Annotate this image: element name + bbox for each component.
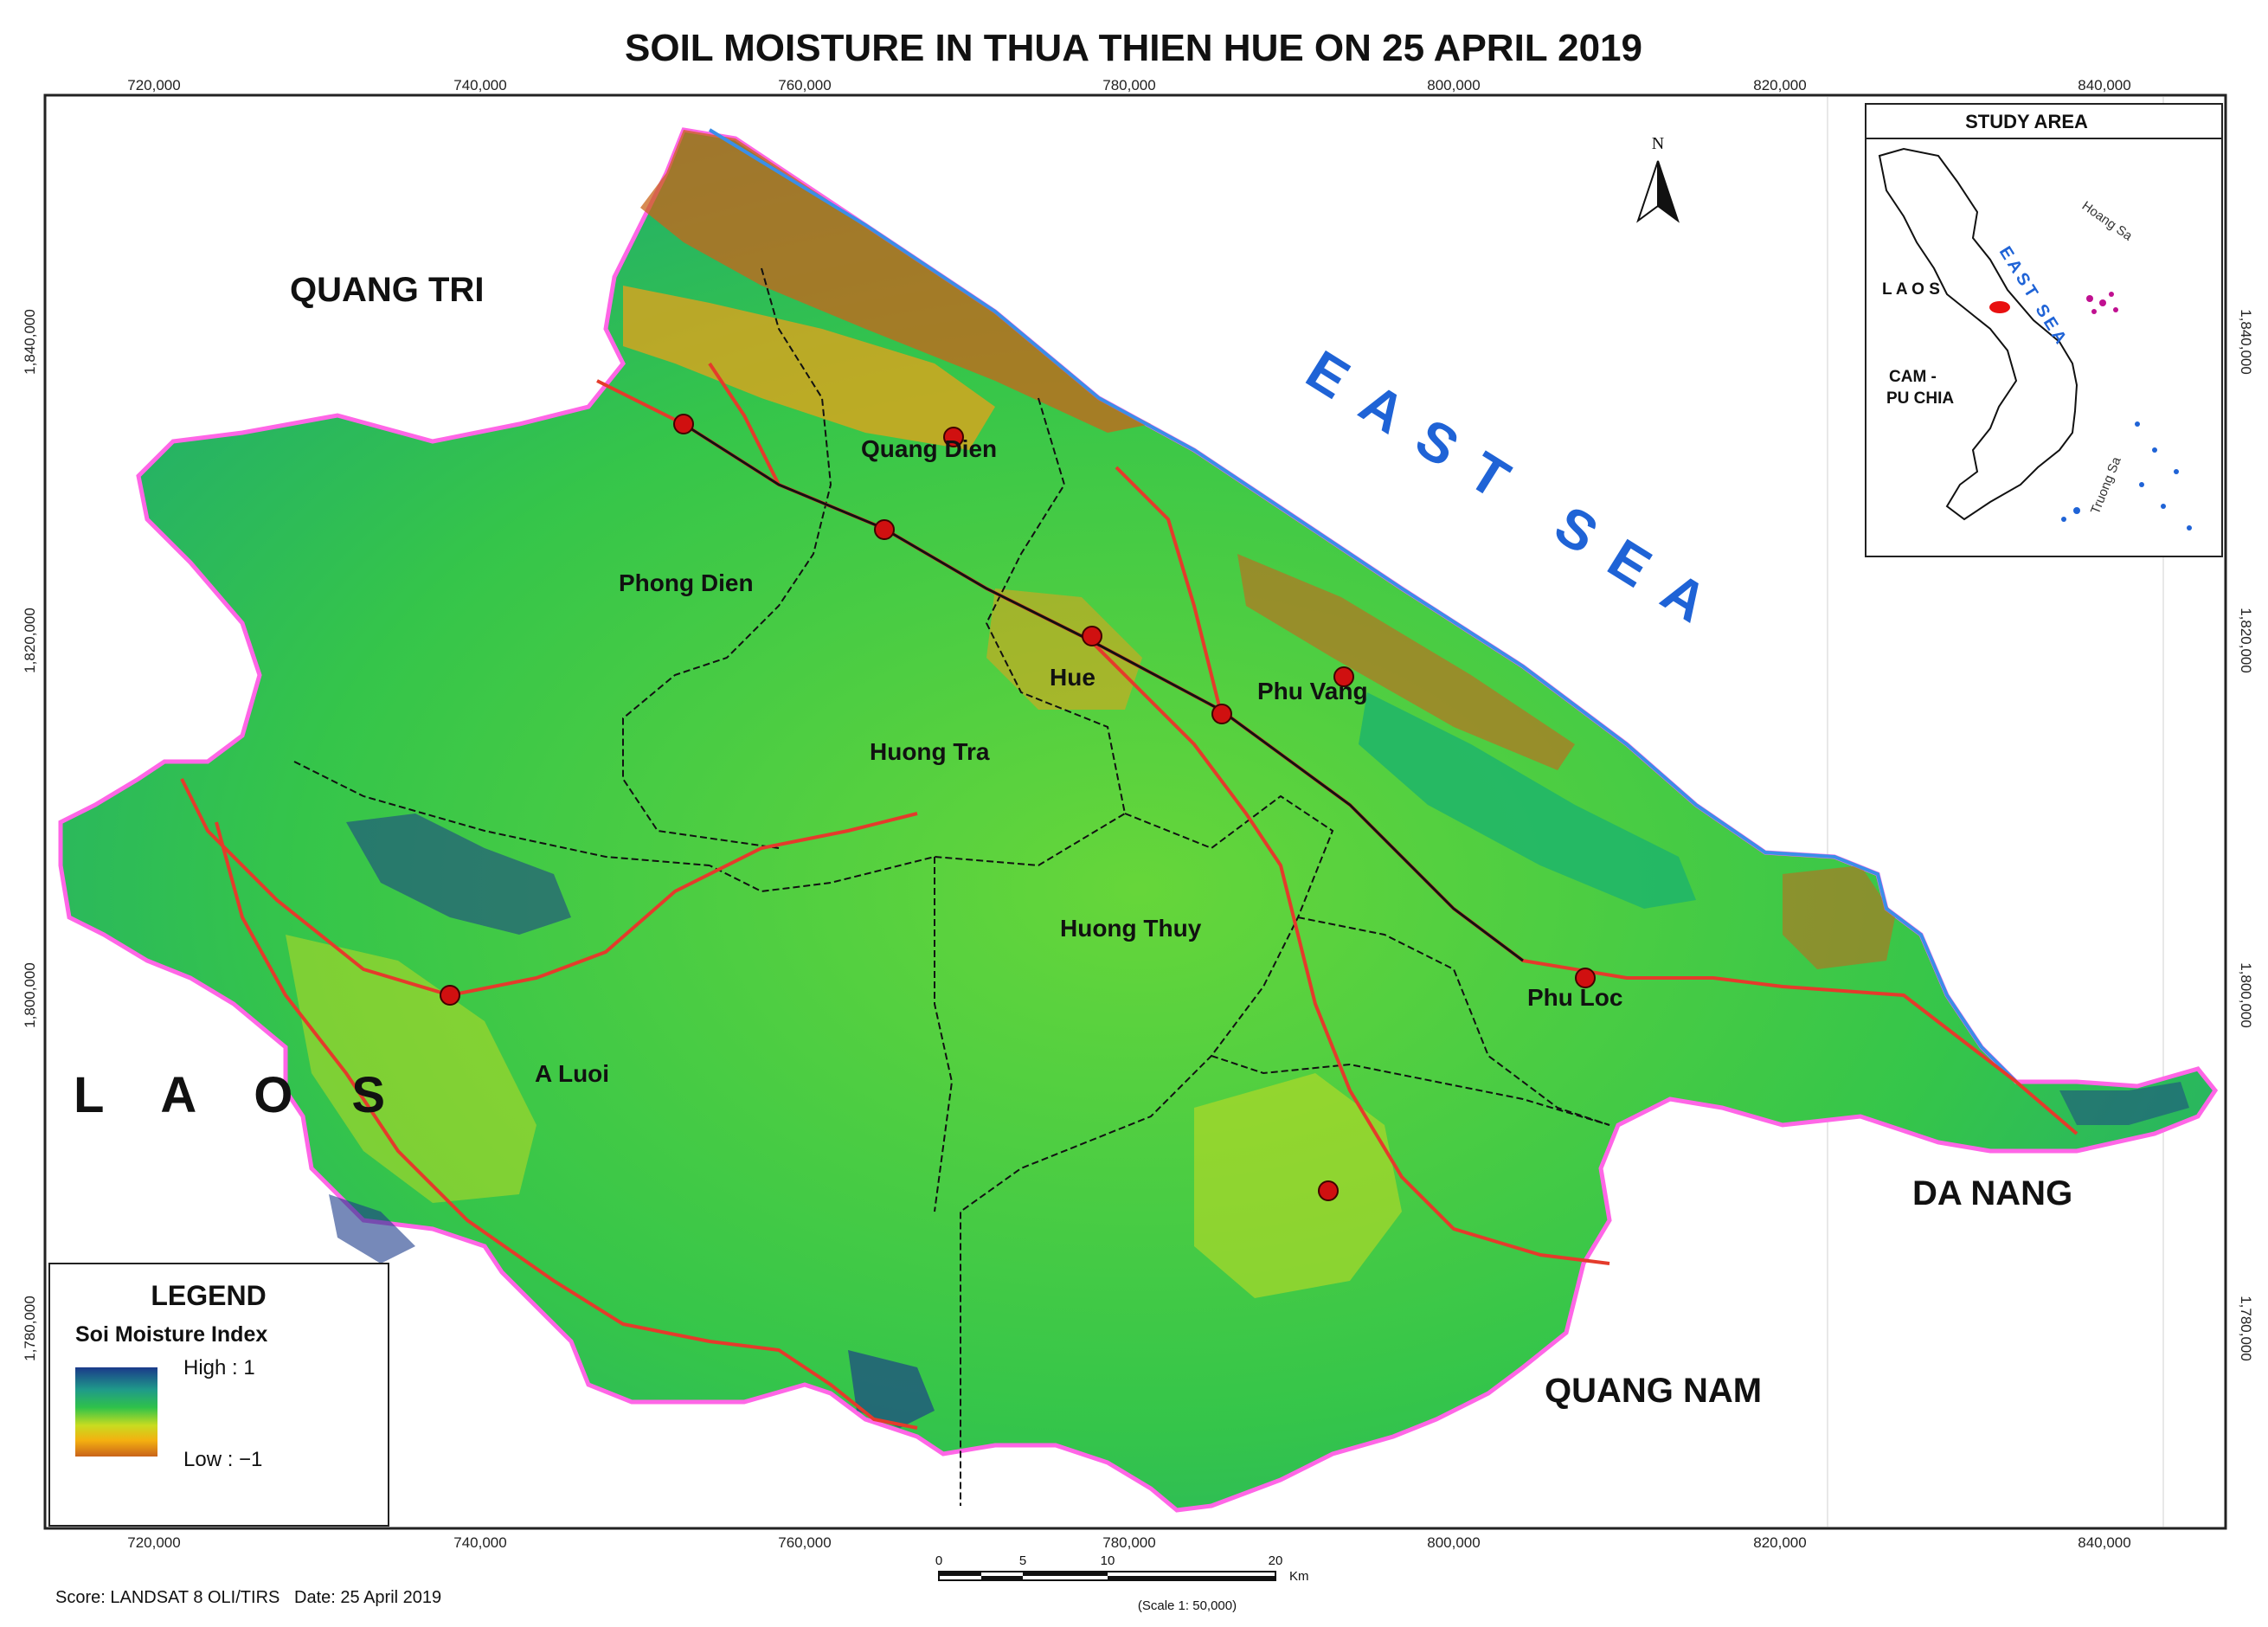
dry-zone-phu-loc bbox=[1783, 865, 1895, 969]
district-boundaries bbox=[293, 267, 1610, 1506]
x-tick: 740,000 bbox=[453, 1534, 506, 1551]
north-label: N bbox=[1652, 134, 1664, 153]
label-da-nang: DA NANG bbox=[1912, 1174, 2072, 1212]
x-tick: 820,000 bbox=[1753, 1534, 1806, 1551]
city-marker-a-luoi bbox=[440, 985, 460, 1006]
x-tick: 760,000 bbox=[778, 77, 831, 93]
north-arrow-icon bbox=[1657, 160, 1680, 223]
label-quang-nam: QUANG NAM bbox=[1545, 1372, 1762, 1410]
scale-note: (Scale 1: 50,000) bbox=[1138, 1598, 1237, 1613]
inset-title: STUDY AREA bbox=[1965, 111, 2088, 132]
coastal-dry-belt bbox=[640, 130, 1151, 433]
scale-tick: 20 bbox=[1269, 1553, 1283, 1568]
x-tick: 840,000 bbox=[2078, 1534, 2130, 1551]
legend-low: Low : −1 bbox=[183, 1448, 262, 1471]
x-tick: 780,000 bbox=[1102, 1534, 1155, 1551]
city-marker-nam-dong bbox=[1318, 1180, 1339, 1201]
legend-high: High : 1 bbox=[183, 1356, 255, 1379]
city-marker-phong-dien bbox=[673, 414, 694, 434]
legend-color-ramp bbox=[75, 1367, 157, 1457]
north-arrow: N bbox=[1636, 134, 1680, 223]
city-marker-huong-tra bbox=[874, 519, 895, 540]
y-tick: 1,800,000 bbox=[2238, 962, 2254, 1028]
city-marker-phu-loc bbox=[1575, 968, 1596, 988]
district-huong-tra: Huong Tra bbox=[870, 738, 990, 765]
y-tick: 1,780,000 bbox=[2238, 1296, 2254, 1361]
wet-zone-south bbox=[848, 1350, 935, 1428]
wet-zone-southwest bbox=[329, 1194, 415, 1264]
y-tick: 1,840,000 bbox=[22, 309, 38, 375]
yellow-zone-aluoi bbox=[286, 935, 536, 1203]
legend: LEGEND Soi Moisture Index High : 1 Low :… bbox=[48, 1263, 389, 1527]
label-quang-tri: QUANG TRI bbox=[290, 271, 484, 309]
x-tick: 740,000 bbox=[453, 77, 506, 93]
city-marker-hue bbox=[1082, 626, 1102, 646]
inset-study-area-marker bbox=[1989, 301, 2010, 313]
x-tick: 820,000 bbox=[1753, 77, 1806, 93]
city-marker-quang-dien bbox=[943, 427, 964, 447]
inset-hoang-sa-islands bbox=[2086, 292, 2118, 314]
district-quang-dien: Quang Dien bbox=[861, 435, 997, 462]
legend-title: LEGEND bbox=[151, 1280, 266, 1311]
map-title: SOIL MOISTURE IN THUA THIEN HUE ON 25 AP… bbox=[625, 27, 1642, 69]
legend-subtitle: Soi Moisture Index bbox=[75, 1322, 267, 1347]
y-tick: 1,820,000 bbox=[2238, 608, 2254, 673]
scale-unit: Km bbox=[1289, 1569, 1309, 1584]
inset-study-area: STUDY AREA L A O S CAM - PU CHIA EAST SE… bbox=[1865, 103, 2223, 557]
x-tick: 760,000 bbox=[778, 1534, 831, 1551]
x-tick: 800,000 bbox=[1427, 1534, 1480, 1551]
scale-bar: 0 5 10 20 Km (Scale 1: 50,000) bbox=[935, 1553, 1309, 1613]
x-tick: 720,000 bbox=[127, 1534, 180, 1551]
x-ticks-top: 720,000 740,000 760,000 780,000 800,000 … bbox=[127, 77, 2130, 93]
yellow-zone-south bbox=[1194, 1073, 1402, 1298]
district-phong-dien: Phong Dien bbox=[619, 569, 754, 596]
inset-vietnam-outline bbox=[1878, 147, 2078, 521]
city-marker-huong-thuy bbox=[1211, 704, 1232, 724]
y-tick: 1,840,000 bbox=[2238, 309, 2254, 375]
district-a-luoi: A Luoi bbox=[535, 1060, 609, 1087]
district-hue: Hue bbox=[1050, 664, 1095, 691]
y-tick: 1,800,000 bbox=[22, 962, 38, 1028]
province-raster bbox=[58, 127, 2219, 1513]
source-note: Score: LANDSAT 8 OLI/TIRS Date: 25 April… bbox=[55, 1588, 441, 1607]
city-marker-phu-vang bbox=[1333, 666, 1354, 687]
y-tick: 1,820,000 bbox=[22, 608, 38, 673]
tam-giang-lagoon bbox=[1359, 692, 1696, 909]
wet-zone-east bbox=[2059, 1082, 2189, 1125]
x-tick: 720,000 bbox=[127, 77, 180, 93]
coastline bbox=[708, 128, 2018, 1084]
y-tick: 1,780,000 bbox=[22, 1296, 38, 1361]
inset-label-laos: L A O S bbox=[1882, 280, 1940, 299]
x-ticks-bottom: 720,000 740,000 760,000 780,000 800,000 … bbox=[127, 1534, 2130, 1551]
inset-label-cambodia: PU CHIA bbox=[1886, 389, 1954, 408]
y-ticks-left: 1,840,000 1,820,000 1,800,000 1,780,000 bbox=[22, 309, 38, 1361]
city-markers bbox=[440, 414, 1596, 1201]
scale-tick: 10 bbox=[1101, 1553, 1115, 1568]
dry-zone-phu-vang bbox=[1237, 554, 1575, 770]
district-huong-thuy: Huong Thuy bbox=[1060, 915, 1202, 942]
district-phu-vang: Phu Vang bbox=[1257, 678, 1368, 704]
x-tick: 840,000 bbox=[2078, 77, 2130, 93]
dry-zone-phong-dien bbox=[623, 286, 995, 450]
district-phu-loc: Phu Loc bbox=[1527, 984, 1622, 1011]
x-tick: 800,000 bbox=[1427, 77, 1480, 93]
x-tick: 780,000 bbox=[1102, 77, 1155, 93]
wet-zone-west bbox=[346, 814, 571, 935]
label-laos: L A O S bbox=[74, 1067, 408, 1123]
y-ticks-right: 1,840,000 1,820,000 1,800,000 1,780,000 bbox=[2238, 309, 2254, 1361]
inset-truong-sa-islands bbox=[2061, 421, 2192, 531]
inset-label-cambodia: CAM - bbox=[1889, 368, 1937, 386]
scale-tick: 0 bbox=[935, 1553, 942, 1568]
scale-tick: 5 bbox=[1019, 1553, 1026, 1568]
dry-zone-hue bbox=[986, 588, 1142, 710]
